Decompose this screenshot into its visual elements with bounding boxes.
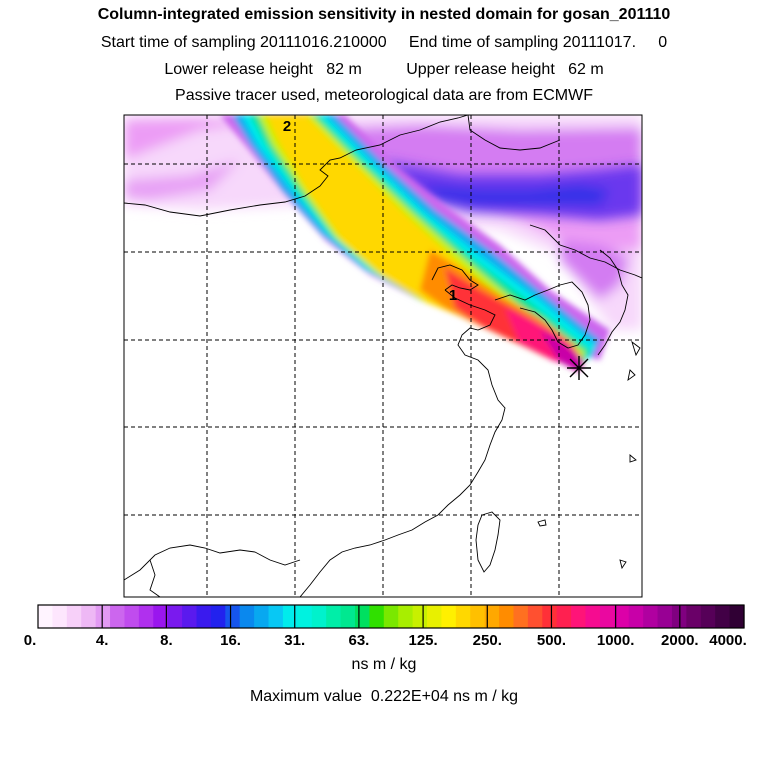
colorbar-swatch [643, 605, 659, 628]
colorbar-swatch [182, 605, 198, 628]
colorbar-tick-label: 1000. [596, 632, 635, 649]
colorbar-swatch [239, 605, 255, 628]
max-value-label: Maximum value 0.222E+04 ns m / kg [249, 688, 519, 705]
colorbar-swatch [167, 605, 183, 628]
release-height-subtitle: Lower release height 82 m Upper release … [164, 61, 604, 78]
colorbar-frame [37, 604, 745, 629]
plume-label-1: 1 [449, 287, 457, 304]
colorbar-swatch [513, 605, 529, 628]
colorbar-swatch [412, 605, 428, 628]
colorbar-swatch [383, 605, 399, 628]
colorbar-swatch [95, 605, 111, 628]
colorbar-swatch [124, 605, 140, 628]
colorbar-swatch [110, 605, 126, 628]
colorbar-swatch [66, 605, 82, 628]
colorbar-tick-label: 31. [284, 632, 306, 649]
star-marker [567, 356, 591, 380]
colorbar-swatch [499, 605, 515, 628]
colorbar-swatch [427, 605, 443, 628]
colorbar-swatch [614, 605, 630, 628]
map-frame [123, 114, 643, 598]
colorbar-tick-label: 8. [160, 632, 173, 649]
colorbar-swatch [268, 605, 284, 628]
plot-title: Column-integrated emission sensitivity i… [97, 6, 671, 23]
colorbar-swatch [542, 605, 558, 628]
colorbar-swatch [455, 605, 471, 628]
colorbar-tick-label: 250. [472, 632, 502, 649]
coastlines [124, 115, 642, 597]
colorbar-tick-label: 0. [23, 632, 37, 649]
colorbar-swatch [657, 605, 673, 628]
colorbar-swatch [311, 605, 327, 628]
colorbar-swatch [484, 605, 500, 628]
colorbar-swatch [729, 605, 745, 628]
map-area [124, 115, 642, 597]
colorbar-swatch [153, 605, 169, 628]
colorbar-swatch [196, 605, 212, 628]
colorbar-swatch [686, 605, 702, 628]
colorbar-dividers [101, 605, 681, 628]
sensitivity-field-blue [380, 160, 642, 220]
emission-plume [220, 115, 610, 372]
colorbar-swatch [470, 605, 486, 628]
colorbar-tick-label: 4000. [709, 632, 747, 649]
colorbar-tick-label: 125. [408, 632, 438, 649]
colorbar-swatch [297, 605, 313, 628]
sampling-time-subtitle: Start time of sampling 20111016.210000 E… [100, 34, 668, 51]
colorbar-swatch [441, 605, 457, 628]
colorbar [38, 605, 745, 628]
colorbar-swatch [52, 605, 68, 628]
colorbar-swatch [354, 605, 370, 628]
colorbar-units-label: ns m / kg [351, 656, 417, 673]
colorbar-swatch [138, 605, 154, 628]
colorbar-tick-label: 4. [95, 632, 109, 649]
colorbar-swatch [38, 605, 54, 628]
colorbar-swatch [599, 605, 615, 628]
tracer-info-subtitle: Passive tracer used, meteorological data… [175, 87, 593, 104]
colorbar-swatch [628, 605, 644, 628]
colorbar-swatch [585, 605, 601, 628]
colorbar-tick-label: 2000. [661, 632, 699, 649]
colorbar-tick-label: 63. [348, 632, 370, 649]
colorbar-swatch [398, 605, 414, 628]
colorbar-swatch [225, 605, 241, 628]
colorbar-swatch [81, 605, 97, 628]
colorbar-swatch [527, 605, 543, 628]
colorbar-swatch [210, 605, 226, 628]
colorbar-tick-label: 16. [220, 632, 241, 649]
colorbar-swatch [282, 605, 298, 628]
colorbar-swatch [254, 605, 270, 628]
colorbar-tick-label: 500. [536, 632, 567, 649]
colorbar-swatch [556, 605, 572, 628]
colorbar-swatch [571, 605, 587, 628]
colorbar-swatch [700, 605, 716, 628]
map-gridlines [124, 115, 642, 597]
colorbar-swatch [369, 605, 385, 628]
colorbar-swatch [326, 605, 342, 628]
colorbar-swatch [340, 605, 356, 628]
plume-label-2: 2 [283, 118, 291, 135]
colorbar-swatch [715, 605, 731, 628]
